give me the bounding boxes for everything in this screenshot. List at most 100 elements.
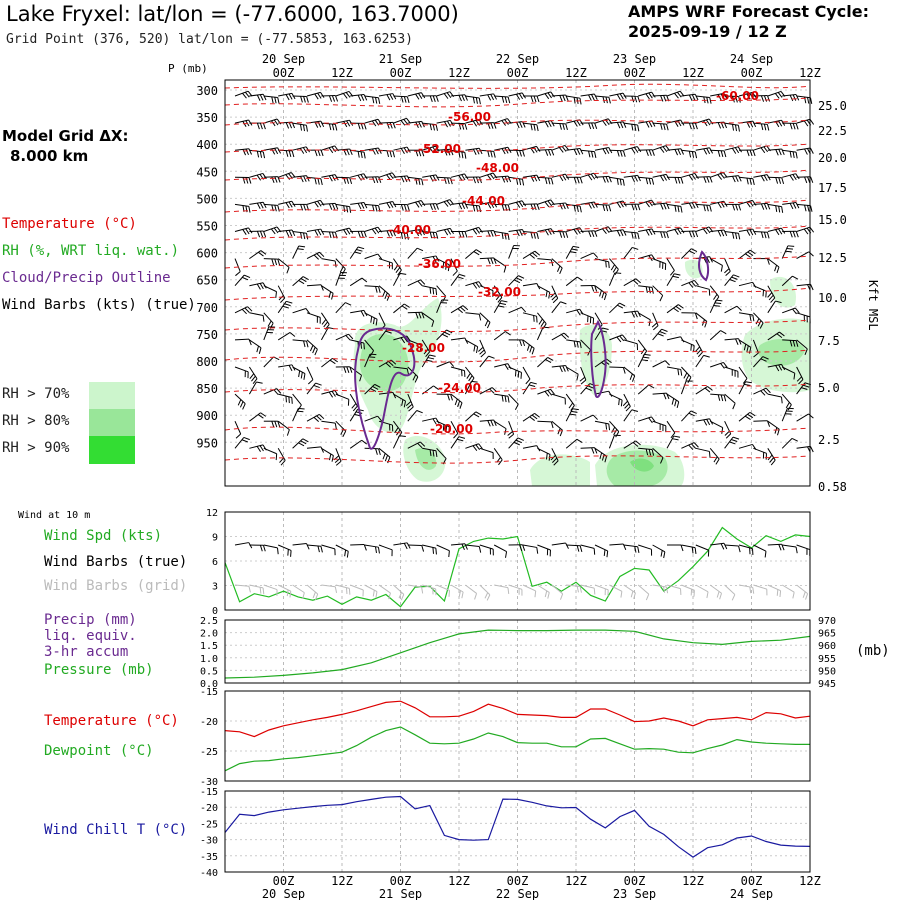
chart-title: Lake Fryxel: lat/lon = (-77.6000, 163.70… [6, 2, 459, 26]
wind-barb [306, 149, 324, 157]
date-label-bottom: 21 Sep [379, 887, 422, 900]
gridlines [225, 80, 810, 872]
wind-barb [378, 447, 391, 464]
wind-barbs-true-label: Wind Barbs (true) [44, 554, 188, 570]
date-label-top: 23 Sep [613, 52, 656, 66]
wind-barb [494, 118, 512, 126]
legend-rh: RH (%, WRT liq. wat.) [2, 243, 180, 259]
wind-barb [522, 445, 541, 452]
wind-barb-grid [666, 584, 682, 595]
pressure-tick-label: 450 [196, 165, 218, 179]
wind-barb [767, 448, 776, 466]
wind-barb [566, 308, 584, 316]
wind-barb [393, 303, 410, 314]
wind-barb [710, 229, 728, 237]
isotherm-label: -40.00 [388, 223, 431, 237]
isotherm-label: -44.00 [462, 194, 505, 208]
wind-barb [508, 229, 526, 237]
wind-barb [493, 258, 507, 273]
wind-barb [551, 231, 569, 238]
tick-label-precip: 0.0 [200, 679, 218, 690]
tick-label-temperature: -15 [200, 687, 218, 698]
wind-barb [767, 331, 785, 341]
legend-rh90: RH > 90% [2, 440, 70, 456]
date-label-bottom: 20 Sep [262, 887, 305, 900]
isotherm-line [224, 287, 811, 301]
height-tick-label: 22.5 [818, 124, 847, 138]
wind-barb [537, 228, 555, 236]
wind-barb [566, 203, 582, 213]
wind-barb [623, 339, 639, 351]
isotherm-label: -52.00 [418, 142, 461, 156]
wind-barb [796, 226, 815, 235]
wind-barb [680, 380, 693, 395]
wind-barb [320, 312, 330, 330]
wind-barb-grid [796, 584, 809, 600]
wind-barb-grid [465, 584, 478, 600]
isotherm-line [224, 349, 811, 363]
wind-barb [522, 122, 539, 132]
wind-barb [350, 173, 368, 181]
wind-barb [479, 122, 497, 129]
wind-barb [392, 435, 406, 449]
pressure-tick-label: 950 [196, 436, 218, 450]
wind-barb [681, 122, 698, 130]
tick-label-windchill: -30 [200, 836, 218, 847]
time-tick-label-top: 12Z [448, 66, 470, 80]
wind-barb [594, 175, 612, 183]
pressure-line [224, 629, 811, 679]
wind-barb [393, 203, 410, 211]
tick-label-temperature: -20 [200, 717, 218, 728]
wind-barb [306, 413, 325, 422]
wind-barb [666, 148, 684, 156]
wind-barb [292, 245, 306, 259]
wind-barb [594, 203, 612, 212]
panel-frames [224, 79, 811, 873]
wind-barb [335, 148, 353, 156]
wind-10m-label: Wind at 10 m [18, 510, 91, 521]
wind-barb [508, 393, 519, 411]
wind-barb [681, 201, 699, 209]
time-tick-label-top: 12Z [682, 66, 704, 80]
wind-barb [681, 339, 695, 352]
precip-liq-label: liq. equiv. [44, 628, 137, 644]
tick-label-pressure: 960 [818, 641, 836, 652]
wind-barb-true [695, 544, 710, 557]
time-tick-label-bottom: 12Z [799, 874, 821, 888]
wind-barb [623, 278, 641, 287]
wind-barb [465, 147, 483, 155]
wind-barb [695, 447, 711, 458]
height-tick-label: 5.0 [818, 381, 840, 395]
wind-barb [565, 438, 583, 449]
wind-barb [637, 353, 651, 368]
wind-barb [479, 93, 497, 101]
wind-barb [623, 310, 641, 318]
wind-barb [450, 258, 458, 276]
wind-barb [623, 174, 641, 183]
tick-label-pressure: 970 [818, 616, 836, 627]
wind-barb-grid [652, 584, 669, 594]
wind-barb [709, 420, 724, 434]
wind-barb-grid [537, 584, 550, 599]
cloud-outline [354, 327, 416, 450]
wind-barb [652, 392, 670, 400]
wind-barb [407, 279, 426, 287]
wind-barb [479, 419, 497, 427]
wind-barb [522, 250, 541, 260]
wind-barb [249, 412, 267, 422]
wind-barb [450, 366, 466, 377]
wind-barb [752, 339, 759, 358]
wind-barb [796, 147, 814, 155]
wind-barb [479, 447, 494, 459]
wind-barb [623, 366, 636, 382]
wind-barb [550, 285, 559, 304]
wind-barb [796, 339, 808, 355]
wind-barb-grid [364, 584, 378, 598]
wind-barb [292, 438, 309, 449]
wind-barb [666, 336, 685, 343]
wind-barb-true [738, 544, 754, 555]
wind-barb [724, 366, 739, 378]
wind-barb [781, 245, 795, 259]
wind-barb [508, 306, 527, 314]
wind-barb [695, 118, 714, 127]
